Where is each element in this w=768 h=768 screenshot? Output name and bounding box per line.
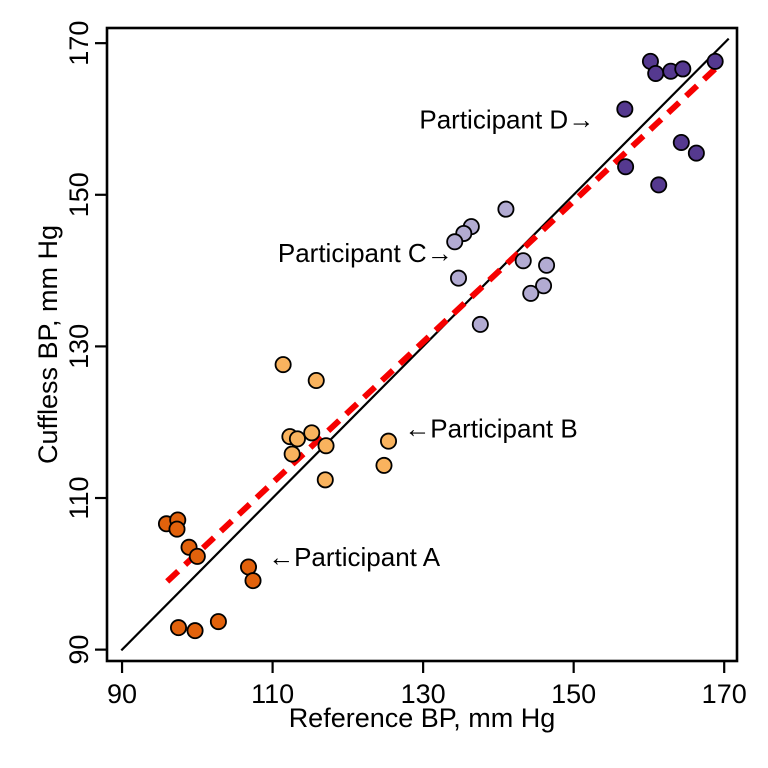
data-point-participant-d [647,64,665,82]
data-point-participant-a [244,572,262,590]
participant-b-label: ←Participant B [404,413,577,443]
data-point-participant-d [616,100,634,118]
x-tick-label: 150 [551,679,596,709]
x-tick-label: 110 [251,679,294,709]
data-point-participant-a [186,622,204,640]
data-point-participant-b [303,424,321,442]
data-point-participant-a [188,547,206,565]
data-point-participant-b [307,372,325,390]
x-tick-label: 170 [702,679,747,709]
plot-frame [105,26,739,663]
y-tick-label: 170 [64,21,94,66]
data-point-participant-c [497,200,515,218]
reference-lines [120,37,730,652]
data-point-participant-d [674,60,692,78]
data-point-participant-a [209,613,227,631]
x-axis-ticks: 90 110 130 150 170 [107,662,747,709]
data-point-participant-d [687,144,705,162]
data-point-participant-c [514,252,532,270]
data-point-participant-b [283,445,301,463]
data-point-participant-b [380,432,398,450]
data-point-participant-b [316,471,334,489]
data-point-participant-d [617,158,635,176]
data-point-participant-b [274,356,292,374]
data-point-participant-a [170,619,188,637]
participant-a-label: ←Participant A [268,542,441,572]
data-point-participant-d [650,176,668,194]
data-point-participant-d [706,52,724,70]
data-point-participant-b [288,430,306,448]
x-axis-title: Reference BP, mm Hg [289,703,556,733]
y-axis-ticks: 90 110 130 150 170 [64,21,106,665]
data-point-participant-c [471,315,489,333]
y-tick-label: 150 [64,172,94,217]
data-point-participant-d [672,133,690,151]
y-axis-title: Cuffless BP, mm Hg [33,225,63,464]
data-point-participant-c [522,284,540,302]
data-point-participant-c [535,277,553,295]
annotations: Participant D→ Participant C→ ←Participant… [268,105,594,572]
data-point-participant-b [375,456,393,474]
data-point-participant-c [446,233,464,251]
data-point-participant-a [168,520,186,538]
y-tick-label: 110 [64,476,94,519]
x-tick-label: 90 [107,679,137,709]
y-tick-label: 130 [64,324,94,369]
x-tick-label: 130 [401,679,446,709]
data-point-participant-c [450,269,468,287]
data-point-participant-c [538,256,556,274]
data-points [157,52,724,640]
y-tick-label: 90 [64,635,94,665]
fit-line [165,65,719,584]
participant-d-label: Participant D→ [419,105,594,135]
identity-line [120,37,730,652]
data-point-participant-b [317,437,335,455]
participant-c-label: Participant C→ [278,238,453,268]
